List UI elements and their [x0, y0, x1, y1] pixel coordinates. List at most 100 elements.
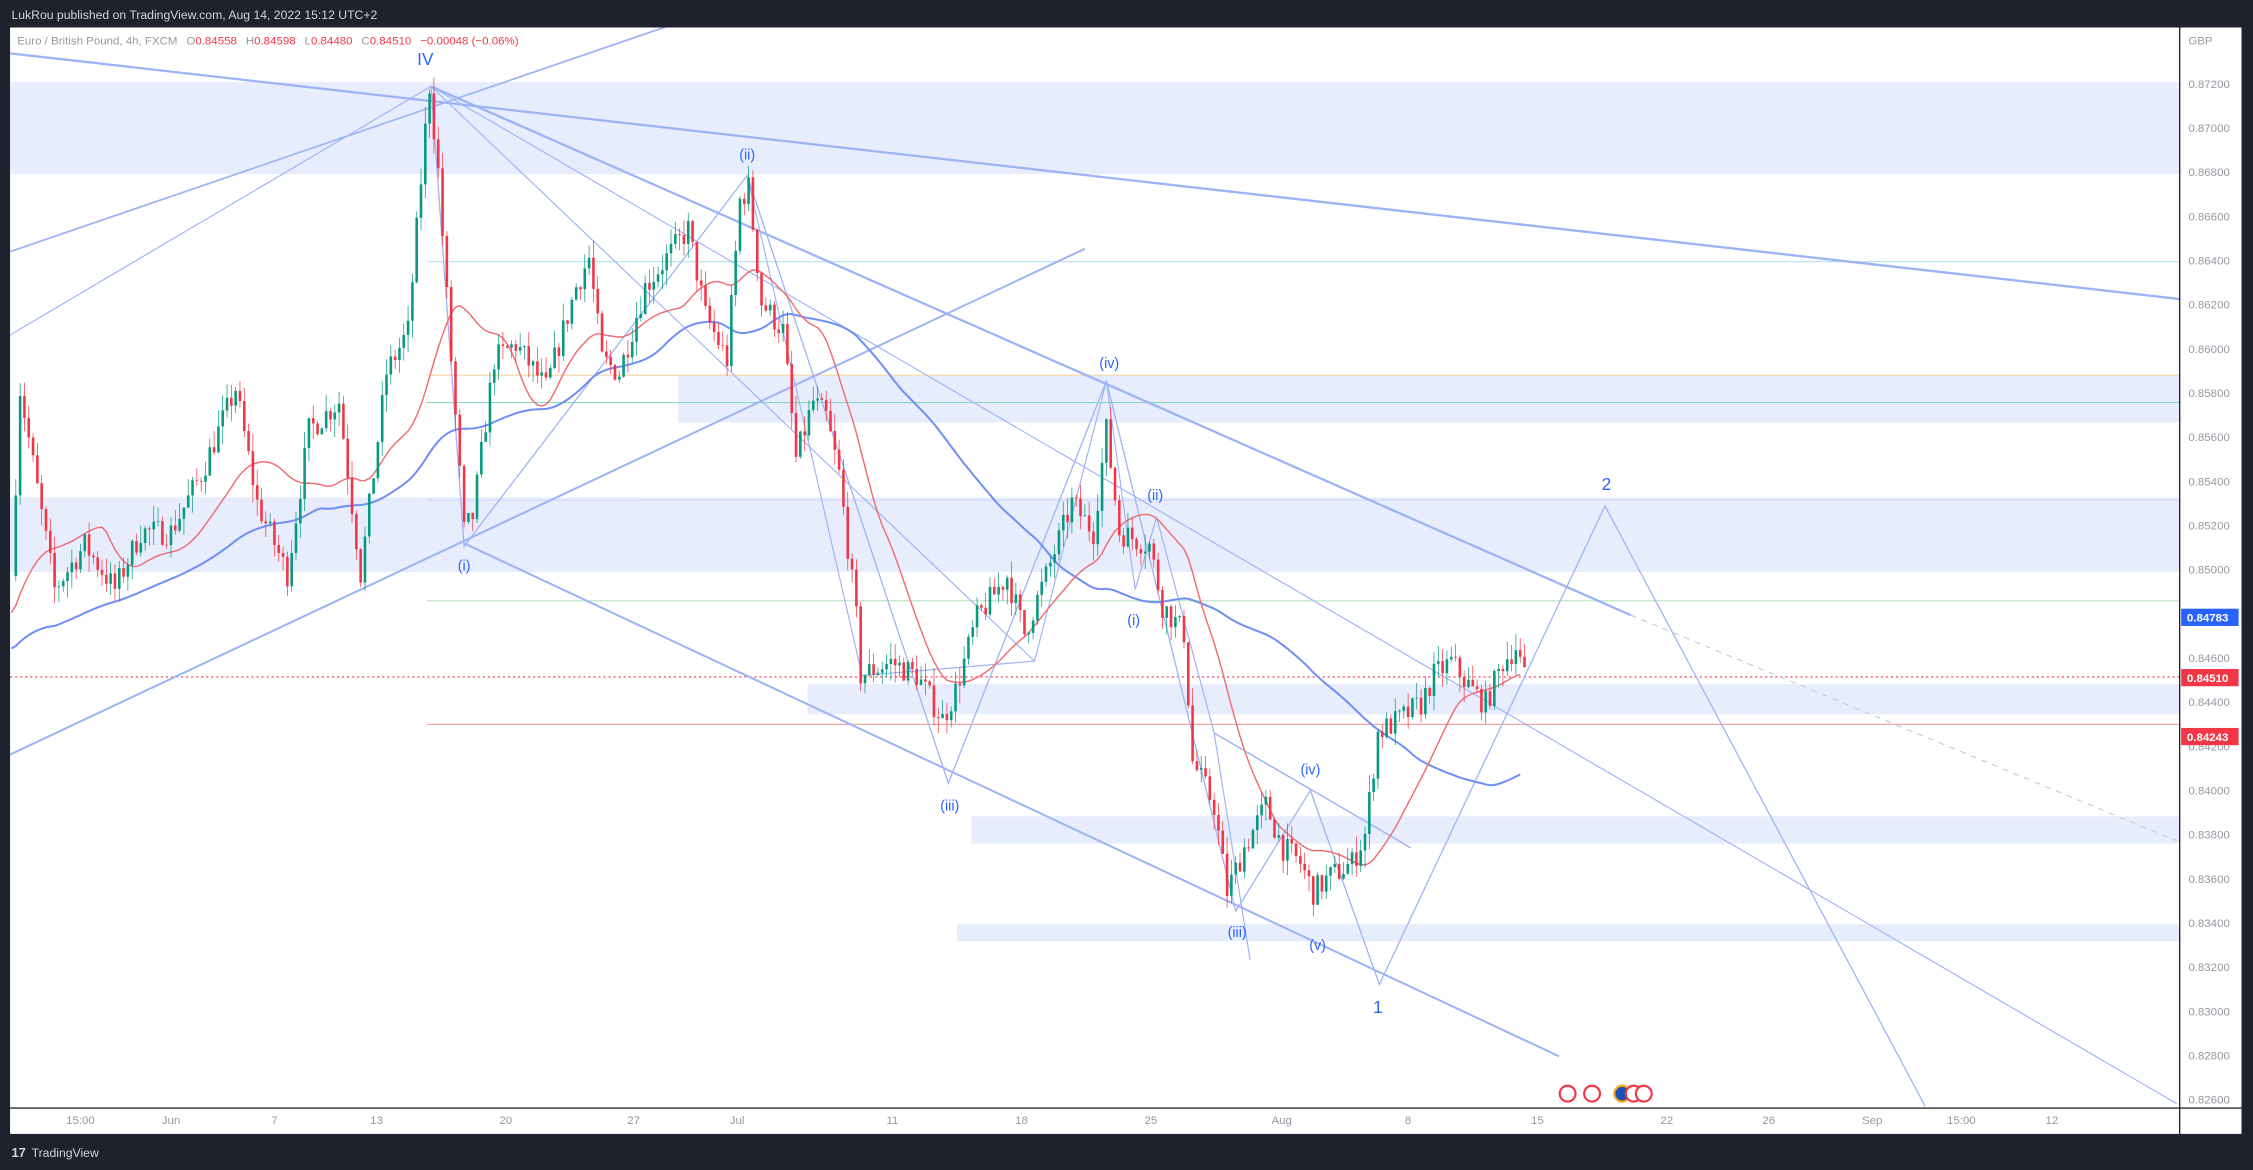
candle-body [846, 506, 850, 559]
candle-body [130, 540, 134, 566]
candle-body [626, 354, 630, 358]
wave-label: (v) [1309, 938, 1326, 954]
candle-body [79, 551, 82, 570]
candle-body [74, 562, 78, 570]
time-tick-label: 7 [271, 1115, 277, 1127]
candle-body [1031, 620, 1035, 633]
candle-body [186, 495, 190, 508]
candle-body [1380, 731, 1384, 738]
trendline[interactable] [10, 26, 668, 253]
uk-flag-icon[interactable] [1558, 1084, 1577, 1103]
candle-body [704, 285, 707, 306]
candle-body [859, 606, 862, 684]
uk-flag-icon[interactable] [1634, 1084, 1653, 1103]
trendline[interactable] [1213, 732, 1412, 849]
candle-body [928, 681, 931, 686]
candle-body [691, 220, 694, 243]
candle-body [475, 474, 479, 520]
horizontal-levels[interactable] [10, 261, 2180, 725]
price-tick-label: 0.85200 [2188, 521, 2230, 533]
trendline[interactable] [10, 52, 2180, 301]
candle-body [1023, 610, 1026, 635]
candle-body [656, 274, 660, 282]
candle-body [1109, 419, 1112, 468]
candle-body [329, 411, 332, 420]
published-caption: LukRou published on TradingView.com, Aug… [11, 8, 377, 22]
price-axis[interactable]: 0.87200 0.87000 0.86800 0.86600 0.86400 0.862… [2188, 79, 2230, 1107]
candle-body [1225, 853, 1229, 896]
candle-body [1393, 711, 1397, 734]
candle-body [635, 318, 638, 342]
candle-body [1182, 616, 1186, 643]
tradingview-logo-icon: 17 [11, 1145, 25, 1160]
candle-body [932, 685, 936, 718]
trendline[interactable] [10, 247, 1086, 756]
currency-label: GBP [2188, 36, 2213, 48]
candle-body [372, 478, 375, 494]
price-tag-label: 0.84243 [2187, 732, 2229, 744]
price-tick-label: 0.86000 [2188, 344, 2230, 356]
elliott-wave-path[interactable] [430, 86, 1926, 1107]
candle-body [842, 469, 845, 507]
candle-body [501, 344, 505, 347]
candle-body [1087, 515, 1091, 532]
candle-body [1294, 843, 1298, 857]
candle-body [833, 431, 837, 450]
candle-body [1100, 462, 1104, 511]
zone[interactable] [10, 82, 2180, 175]
zone[interactable] [10, 497, 2180, 573]
chart-pane[interactable] [10, 27, 2242, 1134]
candle-body [902, 662, 906, 681]
candle-body [1432, 663, 1436, 696]
candle-body [359, 549, 362, 583]
candle-body [1191, 705, 1194, 762]
candle-body [367, 493, 371, 537]
trendline[interactable] [430, 85, 2178, 1105]
candle-body [863, 675, 867, 684]
zone[interactable] [971, 816, 2180, 844]
candle-body [281, 553, 285, 557]
candle-body [135, 540, 138, 553]
candle-body [1014, 594, 1018, 604]
candle-body [1484, 691, 1488, 713]
candle-body [1130, 527, 1134, 540]
candle-body [794, 412, 798, 457]
candle-body [18, 395, 22, 496]
candle-body [1092, 531, 1095, 545]
time-tick-label: 11 [886, 1115, 898, 1127]
candle-body [531, 361, 535, 366]
candle-body [398, 347, 401, 361]
candle-body [406, 320, 410, 335]
candle-body [432, 93, 436, 140]
candle-body [889, 658, 893, 664]
trendline[interactable] [10, 85, 432, 336]
candle-body [1406, 706, 1410, 718]
candle-body [536, 361, 539, 376]
candle-body [294, 523, 298, 553]
trendline[interactable] [430, 85, 1035, 662]
candle-body [14, 495, 18, 577]
symbol-legend[interactable]: Euro / British Pound, 4h, FXCM O0.84558 … [17, 36, 518, 48]
zone[interactable] [678, 375, 2180, 423]
zone[interactable] [956, 924, 2180, 942]
uk-flag-icon[interactable] [1583, 1084, 1602, 1103]
trendline[interactable] [430, 85, 1632, 617]
price-tick-label: 0.87200 [2188, 79, 2230, 91]
trendline[interactable] [463, 542, 1560, 1058]
candle-body [1143, 551, 1147, 554]
candle-body [1333, 863, 1337, 868]
economic-events[interactable] [1558, 1084, 1653, 1103]
candle-body [169, 525, 173, 546]
footer-brand[interactable]: TradingView [32, 1146, 99, 1160]
price-tag [2181, 668, 2239, 687]
candle-body [1247, 847, 1250, 849]
candle-body [574, 287, 578, 300]
candle-body [712, 322, 716, 333]
time-axis[interactable]: 15:00 Jun 7 13 20 27 Jul 11 18 25 Aug 8 15 22 26 Sep 15:… [66, 1115, 2058, 1127]
candle-body [225, 397, 229, 411]
candle-body [738, 198, 742, 251]
candle-body [811, 400, 815, 410]
price-tag [2181, 608, 2239, 626]
trendlines[interactable] [10, 26, 2180, 1107]
